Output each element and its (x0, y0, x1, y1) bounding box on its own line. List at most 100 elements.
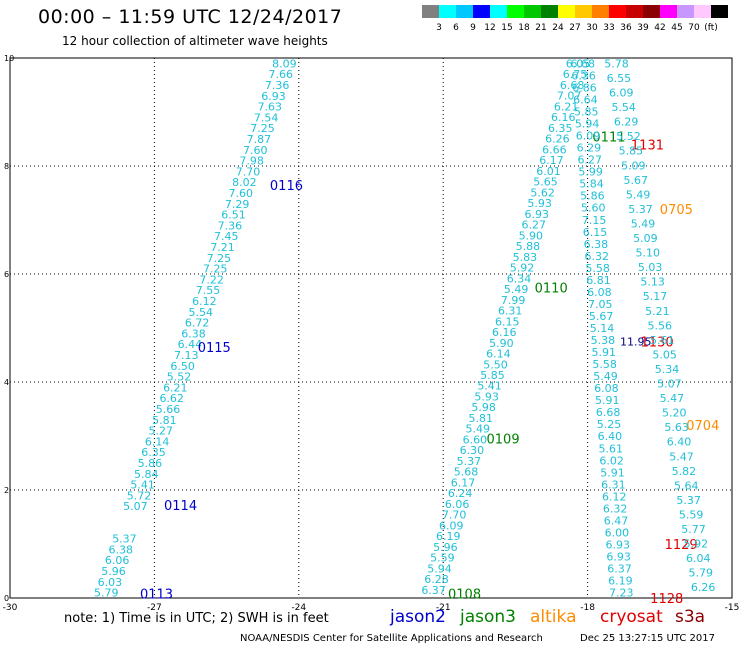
pass-label: 0705 (660, 203, 693, 218)
wave-height-value: 7.55 (196, 284, 221, 297)
wave-height-value: 5.21 (645, 305, 670, 318)
wave-height-value: 6.40 (667, 436, 692, 449)
color-swatch (439, 5, 456, 18)
wave-height-value: 5.90 (489, 337, 514, 350)
wave-height-value: 5.59 (679, 508, 704, 521)
legend-jason2: jason2 (390, 607, 446, 627)
wave-height-value: 5.07 (657, 378, 682, 391)
wave-height-value: 6.09 (576, 130, 601, 143)
wave-height-value: 5.84 (134, 468, 159, 481)
wave-height-value: 5.94 (427, 562, 452, 575)
wave-height-value: 5.66 (156, 403, 181, 416)
color-scale-label: 24 (552, 23, 564, 33)
pass-label: 0110 (535, 282, 568, 297)
wave-height-value: 5.49 (593, 370, 618, 383)
color-scale-label: 42 (654, 23, 666, 33)
wave-height-value: 7.05 (588, 298, 613, 311)
wave-height-value: 6.93 (606, 551, 631, 564)
wave-height-value: 7.25 (250, 122, 275, 135)
wave-height-value: 7.70 (236, 165, 261, 178)
pass-label: 0116 (270, 179, 303, 194)
wave-height-value: 6.08 (594, 382, 619, 395)
wave-height-value: 6.15 (495, 315, 520, 328)
y-tick-label: 0 (4, 594, 9, 603)
wave-height-value: 7.66 (268, 68, 293, 81)
wave-height-value: 6.68 (596, 406, 621, 419)
wave-height-value: 7.13 (174, 349, 199, 362)
wave-height-value: 7.98 (239, 155, 264, 168)
wave-height-value: 6.47 (604, 514, 629, 527)
wave-height-value: 7.60 (228, 187, 253, 200)
wave-height-value: 5.59 (430, 552, 455, 565)
wave-height-value: 7.36 (265, 79, 290, 92)
wave-height-value: 5.98 (471, 401, 496, 414)
wave-height-value: 5.81 (468, 412, 493, 425)
color-swatch (575, 5, 592, 18)
wave-height-value: 6.64 (573, 93, 598, 106)
wave-height-value: 5.49 (504, 283, 529, 296)
color-swatch (524, 5, 541, 18)
wave-height-value: 6.44 (178, 338, 203, 351)
wave-height-value: 6.93 (261, 90, 286, 103)
color-scale-label: 21 (535, 23, 547, 33)
color-scale-label: 39 (637, 23, 649, 33)
y-tick-label: 2 (4, 486, 9, 495)
color-swatch (609, 5, 626, 18)
wave-height-value: 6.51 (221, 209, 246, 222)
wave-height-value: 5.63 (664, 421, 689, 434)
wave-height-value: 5.14 (590, 322, 615, 335)
units-note: note: 1) Time is in UTC; 2) SWH is in fe… (64, 611, 329, 626)
pass-label: 0113 (140, 588, 173, 603)
wave-height-value: 6.35 (548, 122, 573, 135)
color-scale-label: 27 (569, 23, 581, 33)
wave-height-value: 5.90 (519, 229, 544, 242)
wave-height-value: 6.21 (163, 381, 188, 394)
wave-height-value: 7.45 (214, 230, 239, 243)
wave-height-value: 5.72 (127, 489, 152, 502)
wave-height-value: 5.93 (527, 197, 552, 210)
wave-height-value: 6.09 (609, 87, 634, 100)
wave-height-value: 7.70 (442, 509, 467, 522)
wave-height-value: 5.85 (619, 145, 644, 158)
wave-height-value: 6.09 (439, 519, 464, 532)
color-scale-label: 6 (453, 23, 459, 33)
wave-height-value: 5.50 (483, 358, 508, 371)
color-scale-label: 18 (518, 23, 530, 33)
color-scale-label: 45 (671, 23, 683, 33)
wave-height-value: 6.38 (584, 238, 609, 251)
wave-height-value: 7.25 (203, 263, 228, 276)
wave-height-value: 6.27 (522, 219, 547, 232)
wave-height-value: 5.03 (638, 261, 663, 274)
wave-height-value: 7.99 (501, 294, 526, 307)
color-swatch (422, 5, 439, 18)
color-swatch (626, 5, 643, 18)
wave-height-value: 5.86 (580, 190, 605, 203)
wave-height-value: 8.02 (232, 176, 257, 189)
wave-height-value: 6.29 (614, 116, 639, 129)
color-swatch (558, 5, 575, 18)
wave-height-value: 6.37 (607, 563, 632, 576)
color-swatch (643, 5, 660, 18)
wave-height-value: 7.36 (218, 219, 243, 232)
wave-height-value: 6.72 (185, 317, 210, 330)
wave-height-value: 6.21 (554, 100, 579, 113)
wave-height-value: 5.61 (650, 334, 675, 347)
wave-height-value: 6.93 (606, 538, 631, 551)
wave-height-value: 5.61 (599, 442, 624, 455)
color-scale-label: 70 (688, 23, 700, 33)
wave-height-value: 6.12 (602, 490, 627, 503)
wave-height-value: 5.54 (189, 306, 214, 319)
wave-height-value: 6.24 (448, 487, 473, 500)
wave-height-value: 7.07 (557, 90, 582, 103)
color-scale-label: 12 (484, 23, 496, 33)
wave-height-value: 6.01 (536, 165, 561, 178)
wave-height-value: 5.25 (597, 418, 622, 431)
wave-height-value: 5.67 (623, 174, 648, 187)
wave-height-value: 5.58 (585, 262, 610, 275)
color-swatch (507, 5, 524, 18)
color-swatch (694, 5, 711, 18)
wave-height-value: 6.29 (577, 142, 602, 155)
wave-height-value: 5.99 (578, 166, 603, 179)
wave-height-value: 5.09 (621, 159, 646, 172)
